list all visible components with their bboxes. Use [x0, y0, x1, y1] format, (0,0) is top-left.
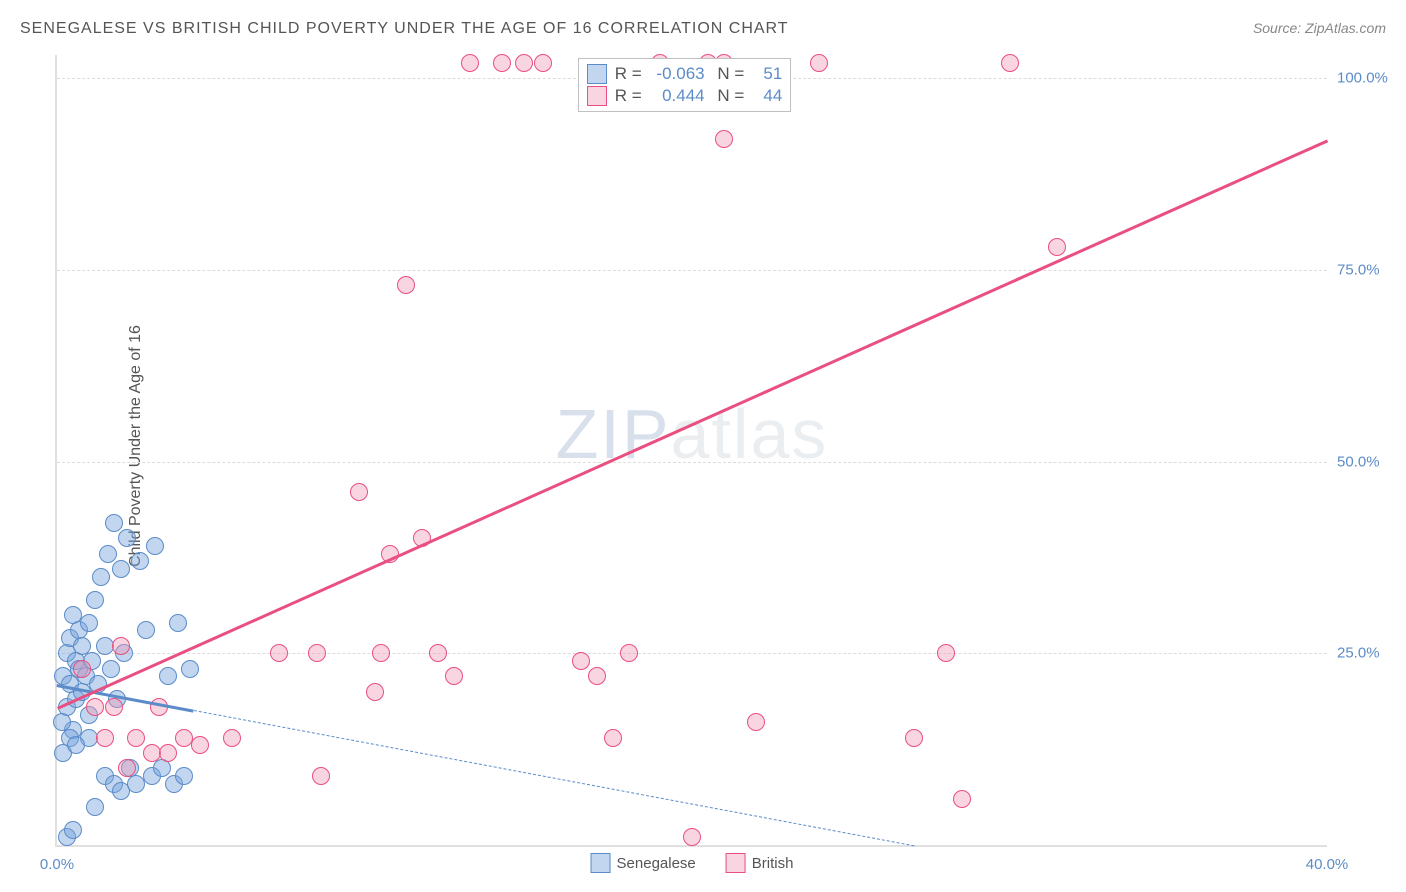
- x-tick-label: 0.0%: [40, 856, 74, 873]
- data-point: [372, 644, 390, 662]
- chart-plot-area: ZIPatlas SenegaleseBritish 25.0%50.0%75.…: [55, 55, 1327, 847]
- data-point: [1001, 54, 1019, 72]
- data-point: [588, 667, 606, 685]
- legend-label: British: [752, 855, 794, 872]
- data-point: [620, 644, 638, 662]
- data-point: [73, 660, 91, 678]
- data-point: [86, 698, 104, 716]
- data-point: [96, 729, 114, 747]
- r-value: -0.063: [650, 64, 705, 84]
- stats-row: R = 0.444 N = 44: [587, 85, 783, 107]
- data-point: [175, 767, 193, 785]
- data-point: [112, 560, 130, 578]
- data-point: [429, 644, 447, 662]
- data-point: [53, 713, 71, 731]
- data-point: [308, 644, 326, 662]
- data-point: [137, 621, 155, 639]
- data-point: [169, 614, 187, 632]
- legend-swatch: [591, 853, 611, 873]
- data-point: [604, 729, 622, 747]
- data-point: [105, 698, 123, 716]
- chart-title: SENEGALESE VS BRITISH CHILD POVERTY UNDE…: [20, 20, 789, 37]
- series-swatch: [587, 64, 607, 84]
- data-point: [146, 537, 164, 555]
- data-point: [397, 276, 415, 294]
- legend-item: Senegalese: [591, 853, 696, 873]
- n-label: N =: [713, 64, 745, 84]
- data-point: [534, 54, 552, 72]
- data-point: [92, 568, 110, 586]
- stats-box: R = -0.063 N = 51 R = 0.444 N = 44: [578, 58, 792, 112]
- data-point: [159, 667, 177, 685]
- data-point: [127, 729, 145, 747]
- data-point: [223, 729, 241, 747]
- data-point: [80, 614, 98, 632]
- regression-line: [193, 710, 914, 846]
- data-point: [102, 660, 120, 678]
- data-point: [105, 514, 123, 532]
- stats-row: R = -0.063 N = 51: [587, 63, 783, 85]
- data-point: [747, 713, 765, 731]
- y-tick-label: 100.0%: [1337, 70, 1392, 87]
- data-point: [715, 130, 733, 148]
- data-point: [1048, 238, 1066, 256]
- data-point: [515, 54, 533, 72]
- data-point: [64, 821, 82, 839]
- regression-line: [57, 139, 1328, 709]
- data-point: [683, 828, 701, 846]
- r-label: R =: [615, 64, 642, 84]
- data-point: [572, 652, 590, 670]
- data-point: [131, 552, 149, 570]
- legend-swatch: [726, 853, 746, 873]
- data-point: [153, 759, 171, 777]
- grid-line: [57, 462, 1327, 463]
- data-point: [86, 591, 104, 609]
- data-point: [366, 683, 384, 701]
- r-value: 0.444: [650, 86, 705, 106]
- r-label: R =: [615, 86, 642, 106]
- data-point: [67, 736, 85, 754]
- data-point: [181, 660, 199, 678]
- data-point: [350, 483, 368, 501]
- data-point: [493, 54, 511, 72]
- grid-line: [57, 653, 1327, 654]
- data-point: [112, 637, 130, 655]
- data-point: [445, 667, 463, 685]
- legend-label: Senegalese: [617, 855, 696, 872]
- data-point: [118, 529, 136, 547]
- data-point: [312, 767, 330, 785]
- series-swatch: [587, 86, 607, 106]
- legend-item: British: [726, 853, 794, 873]
- data-point: [810, 54, 828, 72]
- data-point: [461, 54, 479, 72]
- data-point: [99, 545, 117, 563]
- data-point: [905, 729, 923, 747]
- n-value: 51: [752, 64, 782, 84]
- data-point: [159, 744, 177, 762]
- n-value: 44: [752, 86, 782, 106]
- source-attribution: Source: ZipAtlas.com: [1253, 20, 1386, 36]
- data-point: [118, 759, 136, 777]
- data-point: [953, 790, 971, 808]
- data-point: [86, 798, 104, 816]
- legend: Senegalese British: [591, 853, 794, 873]
- x-tick-label: 40.0%: [1306, 856, 1349, 873]
- y-tick-label: 75.0%: [1337, 261, 1392, 278]
- data-point: [191, 736, 209, 754]
- grid-line: [57, 270, 1327, 271]
- y-tick-label: 50.0%: [1337, 453, 1392, 470]
- data-point: [270, 644, 288, 662]
- n-label: N =: [713, 86, 745, 106]
- data-point: [937, 644, 955, 662]
- y-tick-label: 25.0%: [1337, 645, 1392, 662]
